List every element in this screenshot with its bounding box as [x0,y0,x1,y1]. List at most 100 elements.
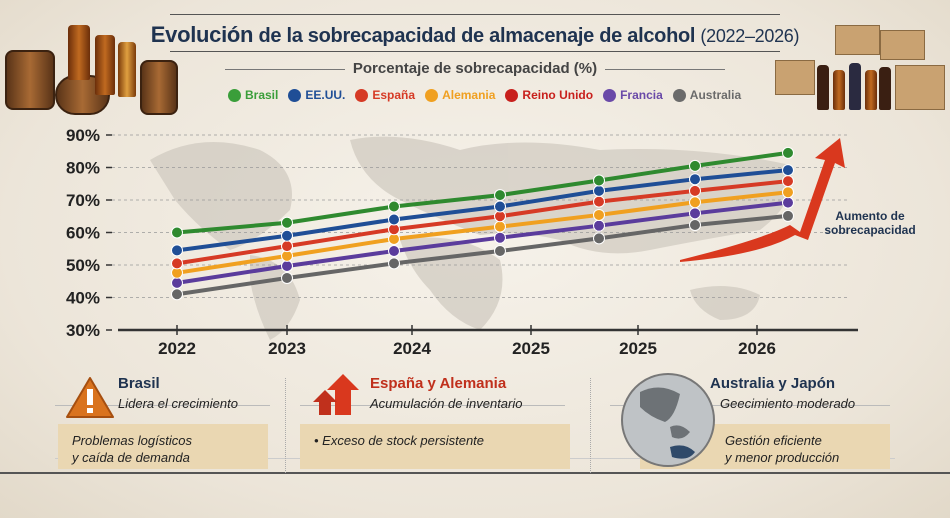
x-tick-label: 2022 [158,339,196,358]
note-line: Gestión eficiente [725,433,822,448]
data-point [494,220,506,233]
legend-swatch [672,88,686,102]
data-point [593,184,605,197]
data-point [593,219,605,232]
x-tick-label: 2023 [268,339,306,358]
data-point [689,219,701,232]
divider [610,405,890,406]
y-tick-label: 80% [66,159,100,178]
data-point [171,226,183,239]
panel-note-brasil: Problemas logísticos y caída de demanda [58,424,268,469]
note-line: Problemas logísticos [72,433,192,448]
annotation-line1: Aumento de [835,209,905,223]
y-tick-label: 90% [66,126,100,145]
data-point [593,232,605,245]
legend-label: Brasil [245,88,279,102]
data-point [281,229,293,242]
data-point [388,257,400,270]
data-point [171,276,183,289]
legend-label: España [372,88,416,102]
panel-title: Brasil [118,375,160,392]
legend-item: Australia [672,88,742,102]
legend-swatch [355,88,369,102]
title-rest: de la sobrecapacidad de almacenaje de al… [258,25,696,47]
panel-subtitle: Geecimiento moderado [720,396,856,411]
data-point [494,245,506,258]
note-line: • Exceso de stock persistente [314,433,485,448]
data-point [593,195,605,208]
legend-item: Reino Unido [505,88,593,102]
series-brasil [171,146,794,239]
x-tick-label: 2025 [512,339,550,358]
legend: Brasil EE.UU. España Alemania Reino Unido Fra… [228,88,741,102]
panel-title: Australia y Japón [710,375,836,392]
data-point [782,146,794,159]
series-eeuu [171,164,794,257]
panel-australia-japon: Australia y Japón Geecimiento moderado [710,375,855,411]
panel-subtitle: Lidera el crecimiento [118,396,238,411]
x-tick-label: 2026 [738,339,776,358]
panel-separator [285,378,286,473]
data-point [689,184,701,197]
arrow-up-icon [313,374,359,415]
legend-item: Alemania [425,88,495,102]
data-point [281,216,293,229]
data-point [782,209,794,222]
data-point [494,231,506,244]
panel-note-espana: • Exceso de stock persistente [300,424,570,469]
data-point [388,213,400,226]
warning-icon [66,377,114,418]
data-point [689,159,701,172]
data-point [171,257,183,270]
data-point [388,245,400,258]
legend-label: Reino Unido [522,88,594,102]
note-line: y caída de demanda [72,450,190,465]
divider [300,405,565,406]
legend-label: Francia [620,88,663,102]
title-rule-top [170,14,780,15]
data-point [782,164,794,177]
y-tick-label: 50% [66,256,100,275]
legend-item: EE.UU. [288,88,345,102]
growth-arrow [680,138,845,262]
panel-separator [590,378,591,473]
legend-swatch [425,88,439,102]
divider [55,405,270,406]
data-point [689,196,701,209]
legend-label: EE.UU. [305,88,346,102]
data-point [494,189,506,202]
data-point [593,174,605,187]
line-chart: 30% 40% 50% 60% 70% 80% 90% 2022 2023 2024 2025 202… [66,126,916,358]
title-rule-bottom [170,51,780,52]
data-point [281,259,293,272]
bottom-rule [0,472,950,474]
y-tick-label: 40% [66,289,100,308]
legend-swatch [603,88,617,102]
legend-label: Australia [689,88,742,102]
data-point [281,272,293,284]
series-alemania [171,186,794,279]
x-tick-label: 2025 [619,339,657,358]
title-years: (2022–2026) [700,26,800,46]
chart-title: Evolución de la sobrecapacidad de almace… [0,22,950,48]
series-australia [171,209,794,301]
panel-title: España y Alemania [370,375,507,392]
legend-item: Brasil [228,88,278,102]
legend-swatch [505,88,519,102]
data-point [494,200,506,213]
data-point [593,208,605,221]
panel-espana-alemania: España y Alemania Acumulación de inventa… [370,375,522,411]
data-point [281,240,293,253]
y-tick-label: 70% [66,191,100,210]
data-point [782,196,794,209]
data-point [171,288,183,301]
panel-subtitle: Acumulación de inventario [370,396,523,411]
legend-item: España [355,88,415,102]
legend-item: Francia [603,88,663,102]
globe-icon [621,373,715,467]
y-tick-label: 30% [66,321,100,340]
legend-swatch [288,88,302,102]
note-line: y menor producción [725,450,840,465]
title-bold: Evolución [150,22,254,47]
data-point [689,207,701,220]
